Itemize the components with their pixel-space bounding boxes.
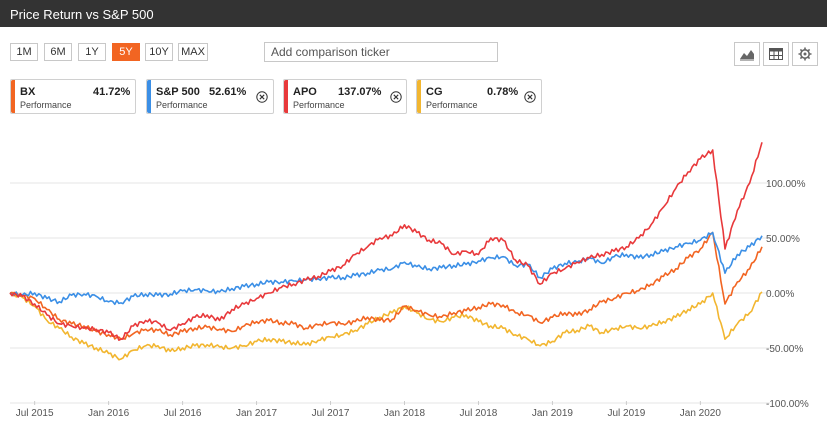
chart-series <box>9 142 763 361</box>
gear-icon <box>798 47 812 61</box>
card-sub-label: Performance <box>156 100 208 110</box>
series-line-s-p-500[interactable] <box>9 231 763 306</box>
series-color-bar <box>147 80 151 113</box>
chart-gridlines <box>10 182 770 404</box>
remove-series-icon[interactable] <box>256 91 268 103</box>
panel-header: Price Return vs S&P 500 <box>0 0 827 27</box>
x-tick-label: Jan 2018 <box>384 408 426 419</box>
range-5y-button[interactable]: 5Y <box>112 43 140 61</box>
x-tick-label: Jan 2020 <box>680 408 722 419</box>
table-icon <box>769 48 783 60</box>
card-sub-label: Performance <box>293 100 345 110</box>
y-axis-labels: 100.00% 50.00% 0.00% -50.00% -100.00% <box>766 179 809 410</box>
x-tick-label: Jul 2018 <box>460 408 498 419</box>
chart-type-button[interactable] <box>734 42 760 66</box>
comparison-ticker-input[interactable] <box>264 42 498 62</box>
area-chart-icon <box>740 50 754 61</box>
x-axis-labels: Jul 2015 Jan 2016 Jul 2016 Jan 2017 Jul 2017… <box>16 401 722 419</box>
x-tick-label: Jul 2016 <box>164 408 202 419</box>
x-tick-label: Jan 2016 <box>88 408 130 419</box>
series-line-apo[interactable] <box>9 142 763 341</box>
y-tick-label: -50.00% <box>766 344 803 355</box>
y-tick-label: -100.00% <box>766 399 809 410</box>
y-tick-label: 50.00% <box>766 234 800 245</box>
x-tick-label: Jan 2019 <box>532 408 574 419</box>
range-6m-button[interactable]: 6M <box>44 43 72 61</box>
y-tick-label: 0.00% <box>766 289 794 300</box>
card-performance-value: 52.61% <box>209 86 247 98</box>
legend-card-apo[interactable]: APO 137.07% Performance <box>283 79 407 114</box>
series-line-bx[interactable] <box>9 231 763 340</box>
panel-title: Price Return vs S&P 500 <box>10 7 154 22</box>
remove-series-icon[interactable] <box>524 91 536 103</box>
x-tick-label: Jul 2019 <box>607 408 645 419</box>
table-view-button[interactable] <box>763 42 789 66</box>
card-performance-value: 137.07% <box>338 86 382 98</box>
card-performance-value: 0.78% <box>487 86 519 98</box>
x-tick-label: Jan 2017 <box>236 408 278 419</box>
settings-button[interactable] <box>792 42 818 66</box>
x-tick-label: Jul 2015 <box>16 408 54 419</box>
range-max-button[interactable]: MAX <box>178 43 208 61</box>
range-1y-button[interactable]: 1Y <box>78 43 106 61</box>
series-color-bar <box>417 80 421 113</box>
legend-card-cg[interactable]: CG 0.78% Performance <box>416 79 542 114</box>
card-symbol: S&P 500 <box>156 86 200 98</box>
range-1m-button[interactable]: 1M <box>10 43 38 61</box>
x-tick-label: Jul 2017 <box>312 408 350 419</box>
remove-series-icon[interactable] <box>390 91 402 103</box>
legend-card-bx[interactable]: BX 41.72% Performance <box>10 79 136 114</box>
series-color-bar <box>11 80 15 113</box>
y-tick-label: 100.00% <box>766 179 806 190</box>
series-line-cg[interactable] <box>9 291 763 361</box>
card-performance-value: 41.72% <box>93 86 131 98</box>
card-symbol: CG <box>426 86 443 98</box>
series-color-bar <box>284 80 288 113</box>
price-return-chart[interactable]: 100.00% 50.00% 0.00% -50.00% -100.00% Jul 20… <box>0 120 827 438</box>
card-sub-label: Performance <box>20 100 72 110</box>
range-10y-button[interactable]: 10Y <box>145 43 173 61</box>
card-symbol: BX <box>20 86 36 98</box>
legend-card-sp500[interactable]: S&P 500 52.61% Performance <box>146 79 274 114</box>
card-symbol: APO <box>293 86 317 98</box>
card-sub-label: Performance <box>426 100 478 110</box>
